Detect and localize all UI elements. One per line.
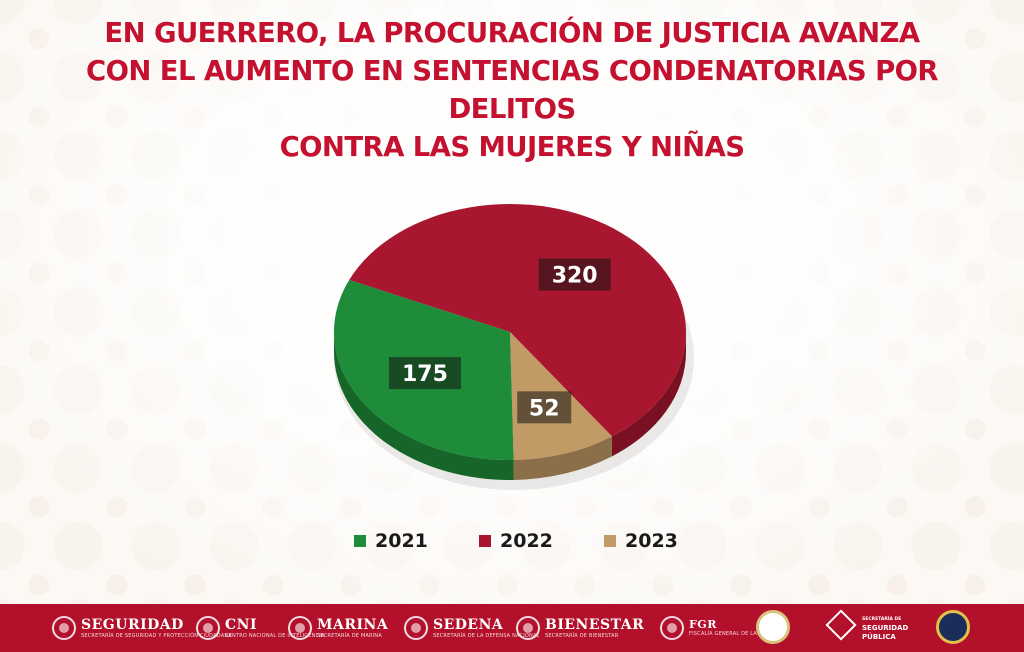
logo-seguridad: SEGURIDAD SECRETARÍA DE SEGURIDAD Y PROT…	[52, 612, 232, 644]
pie-chart: 320 52 175	[334, 204, 694, 490]
logo-subtitle: SECRETARÍA DE BIENESTAR	[545, 632, 619, 639]
logo-ssp: SECRETARÍA DE SEGURIDAD PÚBLICA	[862, 617, 909, 641]
pie-sides	[334, 332, 686, 480]
data-label-bg-2022	[538, 258, 611, 291]
seal-icon	[196, 616, 220, 640]
data-label-2023: 52	[529, 396, 560, 421]
logo-subtitle: SECRETARÍA DE MARINA	[317, 632, 382, 639]
legend-swatch-2022	[479, 535, 491, 547]
fge-emblem-icon	[936, 610, 970, 644]
title-line-2: CON EL AUMENTO EN SENTENCIAS CONDENATORI…	[86, 55, 939, 125]
legend-label-2023: 2023	[625, 530, 678, 552]
chart-title: EN GUERRERO, LA PROCURACIÓN DE JUSTICIA …	[40, 14, 984, 166]
seal-icon	[404, 616, 428, 640]
ssp-line-1: SECRETARÍA DE	[862, 617, 902, 622]
legend-swatch-2021	[354, 535, 366, 547]
pie-side-2022	[611, 332, 686, 457]
logo-name: MARINA	[317, 616, 389, 633]
logo-name: FGR	[689, 618, 717, 631]
logo-marina: MARINA SECRETARÍA DE MARINA	[288, 612, 388, 644]
guardia-nacional-emblem-icon	[756, 610, 790, 644]
seal-icon	[52, 616, 76, 640]
seal-icon	[288, 616, 312, 640]
ssp-line-3: PÚBLICA	[862, 632, 896, 641]
seal-icon	[516, 616, 540, 640]
pie-side-2021	[334, 332, 514, 480]
logo-subtitle: FISCALÍA GENERAL DE LA REPÚBLICA	[689, 631, 789, 637]
legend-item-2023: 2023	[604, 530, 678, 552]
logo-cni: CNI CENTRO NACIONAL DE INTELIGENCIA	[196, 612, 325, 644]
seal-icon	[660, 616, 684, 640]
data-label-2022: 320	[552, 264, 598, 289]
logo-fgr: FGR FISCALÍA GENERAL DE LA REPÚBLICA	[660, 612, 789, 644]
title-line-1: EN GUERRERO, LA PROCURACIÓN DE JUSTICIA …	[104, 17, 920, 49]
chart-legend: 2021 2022 2023	[0, 530, 1024, 560]
pie-side-2023	[513, 436, 612, 480]
logo-name: CNI	[225, 616, 257, 633]
logo-bienestar: BIENESTAR SECRETARÍA DE BIENESTAR	[516, 612, 644, 644]
legend-item-2022: 2022	[479, 530, 553, 552]
logo-subtitle: SECRETARÍA DE SEGURIDAD Y PROTECCIÓN CIU…	[81, 632, 232, 639]
data-label-bg-2021	[388, 357, 461, 390]
data-label-2021: 175	[402, 362, 448, 387]
legend-item-2021: 2021	[354, 530, 428, 552]
ornament-icon	[825, 609, 857, 641]
logo-sedena: SEDENA SECRETARÍA DE LA DEFENSA NACIONAL	[404, 612, 540, 644]
legend-label-2022: 2022	[500, 530, 553, 552]
logo-name: SEGURIDAD	[81, 616, 184, 633]
logo-name: SEDENA	[433, 616, 504, 633]
footer-bar: SEGURIDAD SECRETARÍA DE SEGURIDAD Y PROT…	[0, 604, 1024, 652]
ssp-line-2: SEGURIDAD	[862, 623, 909, 632]
data-label-bg-2023	[517, 391, 572, 424]
legend-swatch-2023	[604, 535, 616, 547]
title-line-3: CONTRA LAS MUJERES Y NIÑAS	[279, 131, 745, 163]
logo-name: BIENESTAR	[545, 616, 645, 633]
legend-label-2021: 2021	[375, 530, 428, 552]
logo-subtitle: SECRETARÍA DE LA DEFENSA NACIONAL	[433, 632, 540, 639]
logo-subtitle: CENTRO NACIONAL DE INTELIGENCIA	[225, 632, 325, 639]
